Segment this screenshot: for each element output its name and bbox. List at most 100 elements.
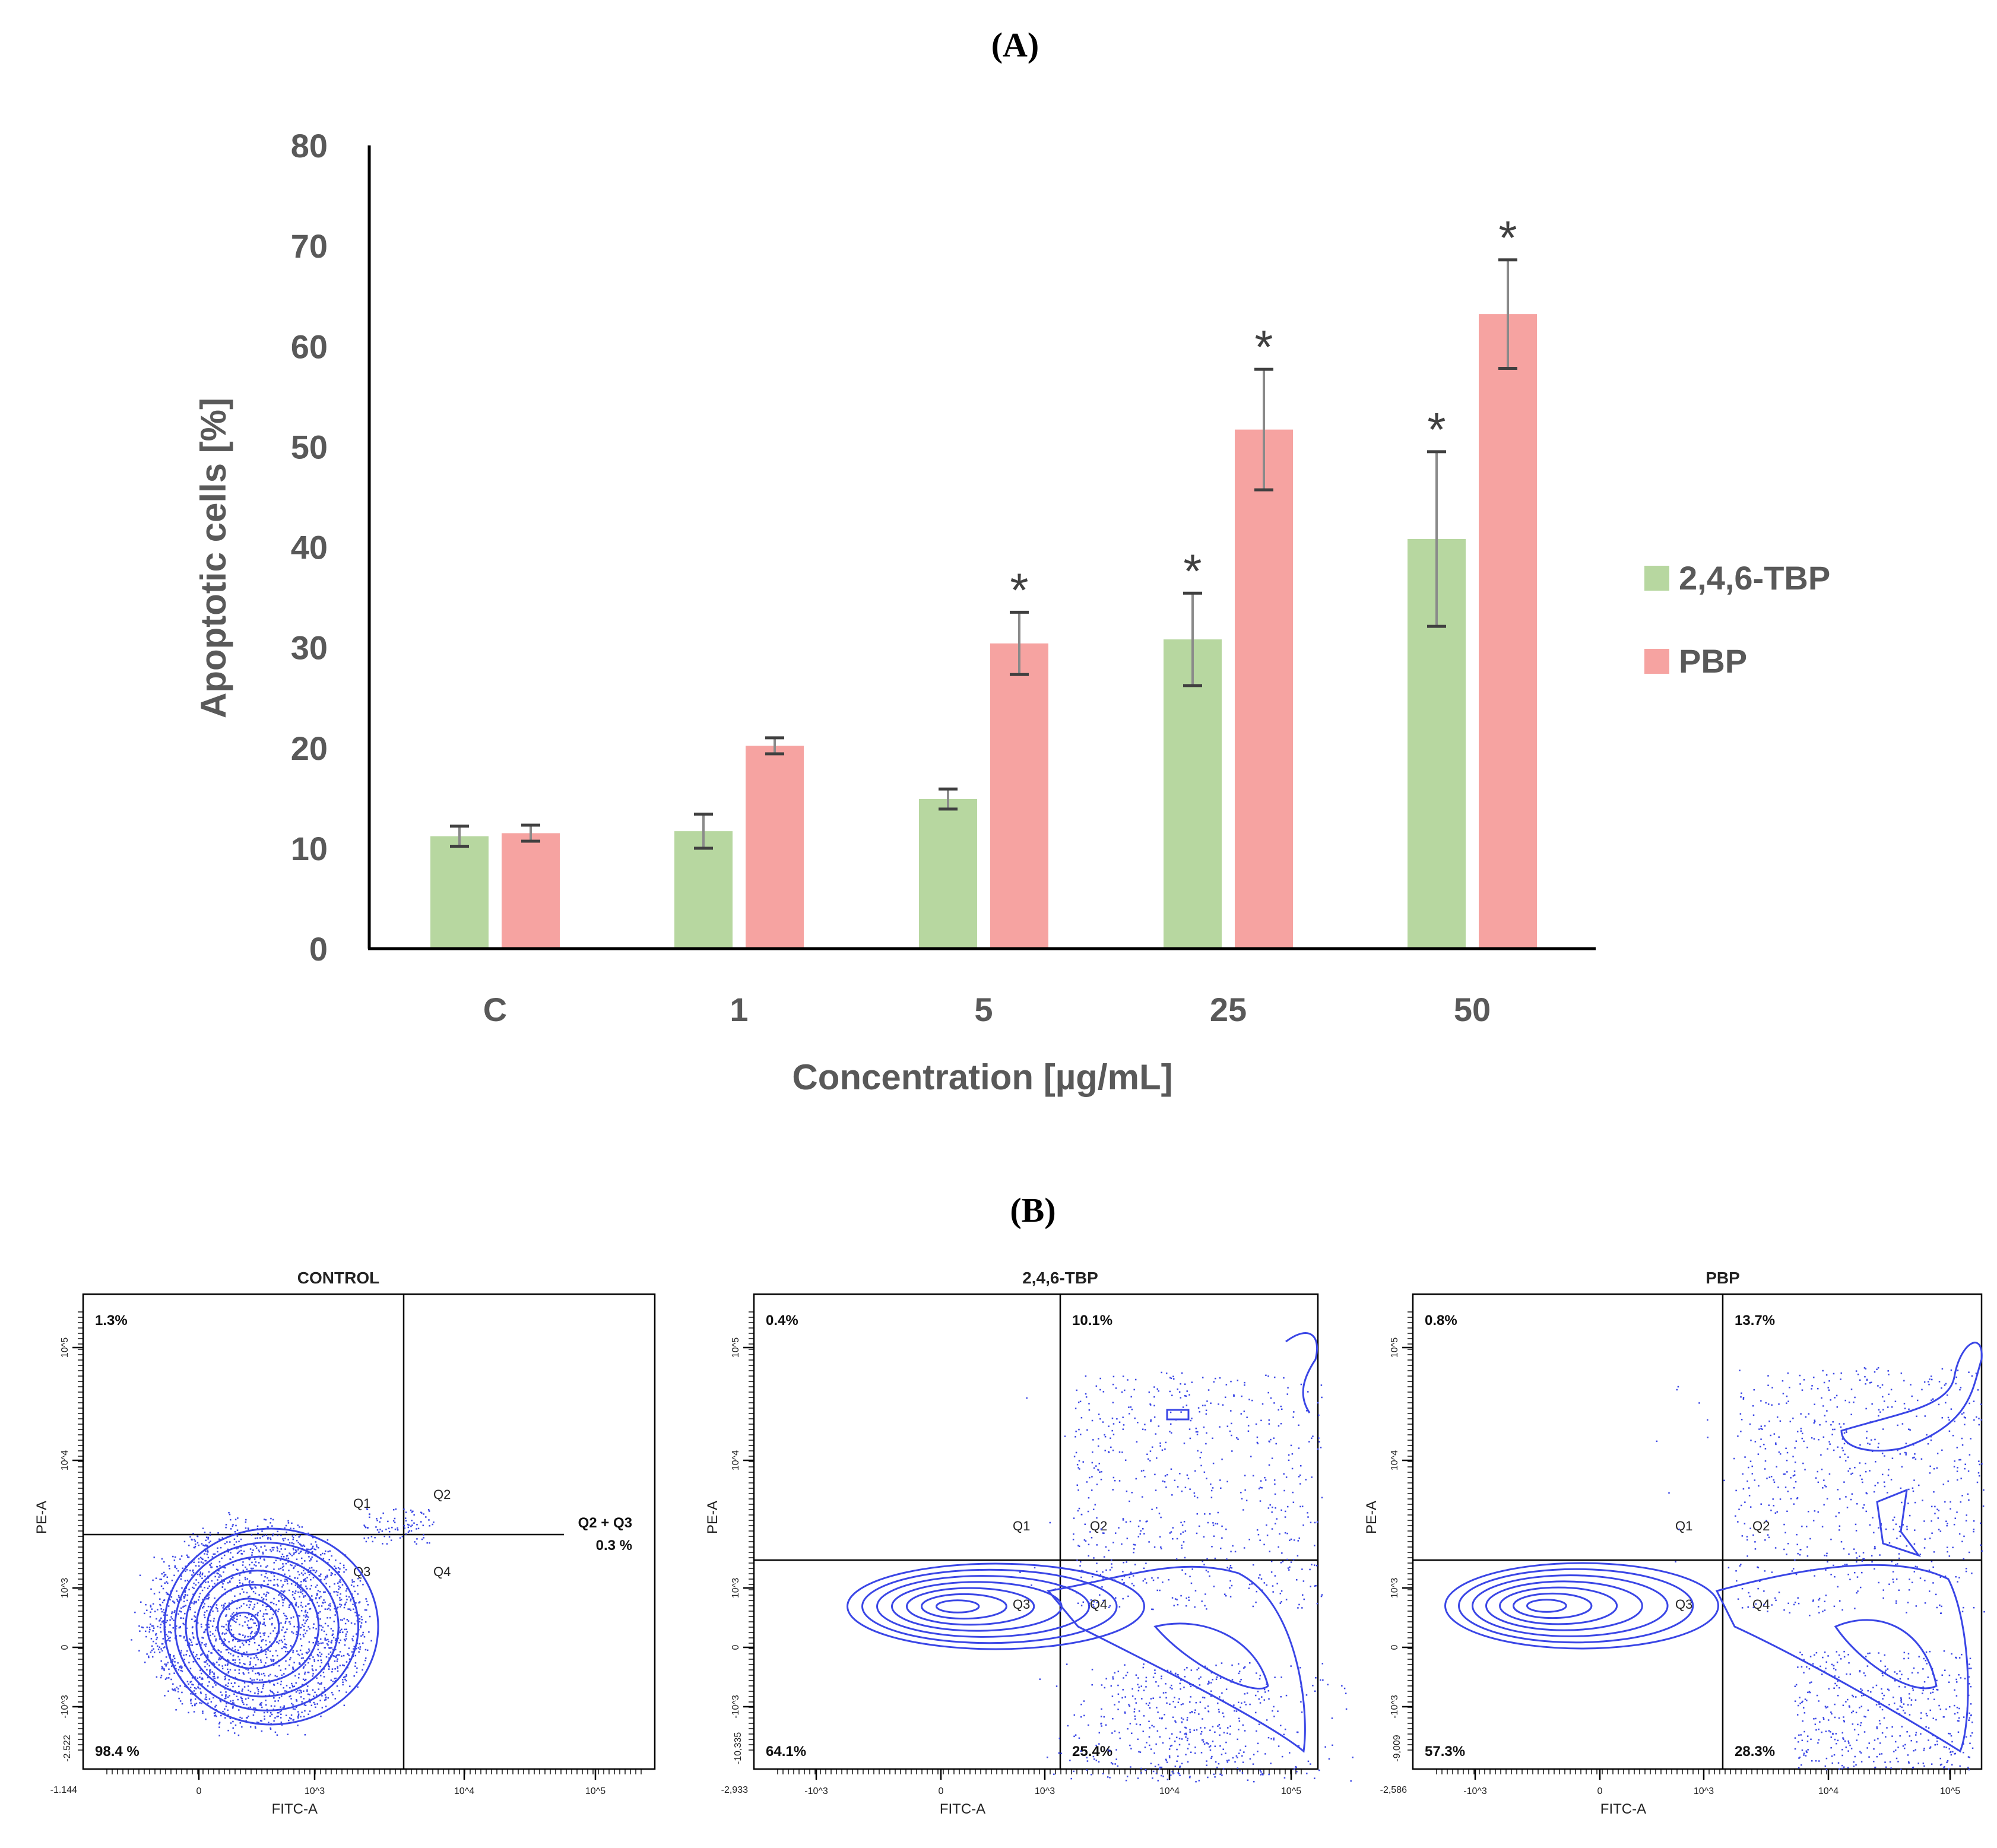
rect: [1845, 1496, 1847, 1498]
rect: [311, 1547, 313, 1549]
rect: [321, 1605, 323, 1607]
rect: [1093, 1606, 1095, 1608]
rect: [253, 1603, 256, 1606]
rect: [249, 1604, 251, 1606]
rect: [1899, 1453, 1901, 1455]
rect: [221, 1643, 223, 1644]
rect: [299, 1526, 300, 1528]
rect: [278, 1600, 280, 1602]
rect: [1838, 1717, 1840, 1719]
rect: [1224, 1396, 1226, 1399]
rect: [283, 1635, 285, 1637]
rect: [1206, 1558, 1208, 1560]
rect: [332, 1630, 334, 1632]
rect: [207, 1557, 210, 1559]
rect: [1828, 1688, 1830, 1690]
rect: [150, 1638, 153, 1640]
rect: [224, 1697, 226, 1700]
rect: [1174, 1673, 1177, 1675]
rect: [208, 1681, 210, 1683]
rect: [364, 1525, 366, 1527]
rect: [303, 1666, 305, 1668]
rect: [1321, 1594, 1323, 1596]
rect: [291, 1555, 293, 1557]
rect: [169, 1624, 171, 1626]
rect: [1278, 1425, 1280, 1427]
rect: [1973, 1520, 1975, 1522]
rect: [1965, 1567, 1967, 1570]
rect: [221, 1633, 223, 1635]
rect: [183, 1540, 186, 1543]
rect: [1156, 1457, 1158, 1459]
rect: [347, 1620, 350, 1622]
rect: [1099, 1594, 1101, 1596]
rect: [324, 1699, 326, 1701]
rect: [1913, 1444, 1914, 1446]
rect: [1256, 1730, 1257, 1732]
rect: [1207, 1681, 1210, 1682]
rect: [272, 1655, 274, 1657]
rect: [295, 1682, 297, 1684]
rect: [347, 1653, 349, 1655]
rect: [300, 1691, 302, 1694]
rect: [229, 1513, 231, 1516]
rect: [285, 1660, 287, 1662]
rect: [328, 1640, 329, 1643]
rect: [271, 1691, 273, 1693]
rect: [169, 1631, 172, 1633]
rect: [1799, 1383, 1801, 1385]
rect: [1969, 1551, 1970, 1554]
rect: [345, 1661, 348, 1663]
rect: [170, 1632, 172, 1634]
rect: [149, 1616, 151, 1618]
rect: [1111, 1732, 1113, 1734]
rect: [1898, 1553, 1900, 1555]
rect: [328, 1665, 329, 1668]
y-tick-label: 80: [291, 127, 328, 164]
rect: [1853, 1571, 1856, 1574]
rect: [359, 1646, 362, 1648]
rect: [1124, 1459, 1127, 1461]
rect: [1800, 1734, 1802, 1736]
rect: [366, 1649, 369, 1652]
rect: [286, 1618, 289, 1619]
rect: [1928, 1590, 1931, 1592]
rect: [1345, 1692, 1347, 1694]
rect: [209, 1669, 211, 1671]
rect: [1092, 1439, 1094, 1441]
rect: [169, 1673, 170, 1675]
rect: [198, 1684, 200, 1686]
rect: [256, 1672, 259, 1674]
rect: [1108, 1425, 1110, 1427]
rect: [1141, 1698, 1143, 1700]
rect: [1795, 1440, 1798, 1442]
rect: [1970, 1703, 1972, 1705]
rect: [1140, 1470, 1143, 1472]
rect: [223, 1566, 225, 1568]
rect: [1908, 1488, 1910, 1491]
rect: [315, 1694, 318, 1696]
rect: [1856, 1503, 1858, 1505]
rect: [1809, 1538, 1811, 1540]
rect: [1851, 1493, 1853, 1495]
rect: [1180, 1595, 1182, 1597]
rect: [356, 1671, 358, 1673]
rect: [1843, 1720, 1846, 1723]
rect: [1904, 1451, 1906, 1454]
rect: [1807, 1691, 1809, 1694]
rect: [359, 1601, 361, 1603]
rect: [297, 1711, 299, 1713]
rect: [1249, 1703, 1251, 1706]
rect: [1185, 1405, 1188, 1406]
rect: [1774, 1547, 1777, 1549]
rect: [1324, 1746, 1326, 1748]
rect: [267, 1711, 268, 1713]
rect: [1748, 1495, 1751, 1497]
rect: [263, 1613, 265, 1615]
rect: [1874, 1438, 1876, 1441]
rect: [262, 1553, 264, 1555]
rect: [1140, 1685, 1143, 1687]
rect: [1747, 1606, 1749, 1608]
rect: [312, 1599, 313, 1601]
rect: [331, 1668, 334, 1670]
